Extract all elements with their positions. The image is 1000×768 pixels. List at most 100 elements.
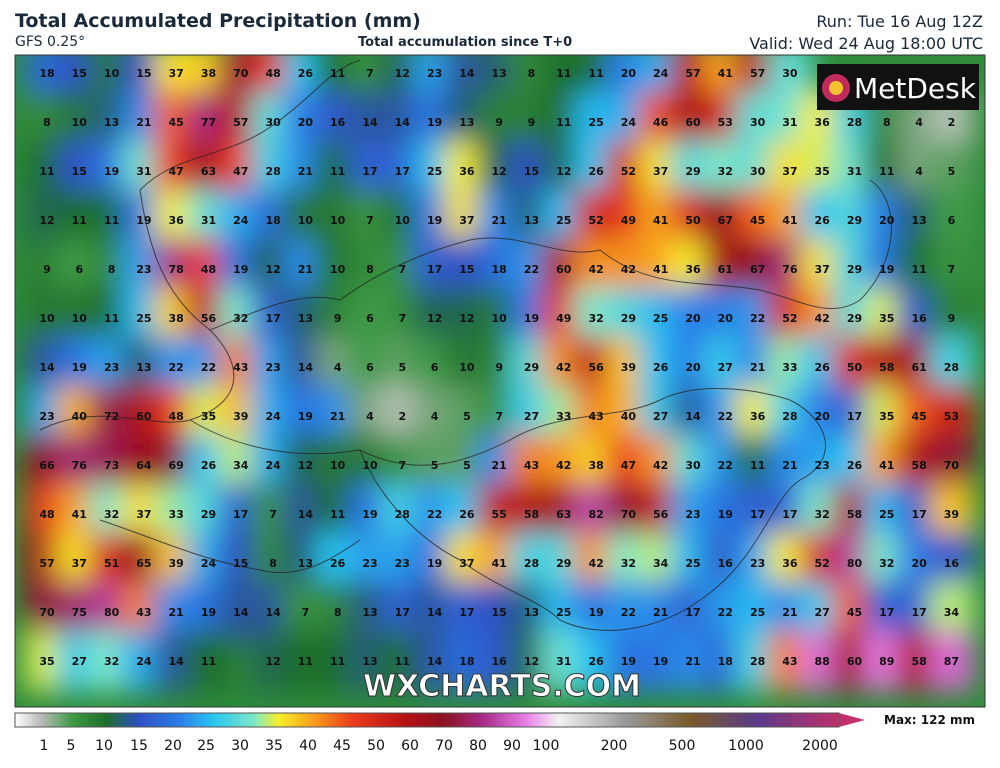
grid-value: 11 (556, 67, 571, 80)
precip-cell (573, 581, 619, 643)
precip-cell (799, 532, 845, 594)
grid-value: 21 (330, 410, 345, 423)
precip-cell (315, 336, 360, 398)
grid-value: 87 (944, 655, 959, 668)
precip-cell (703, 434, 748, 496)
grid-value: 5 (398, 361, 406, 374)
precip-cell (476, 581, 522, 643)
precip-cell (476, 385, 522, 447)
precip-cell (799, 336, 845, 398)
precip-cell (57, 238, 102, 300)
grid-value: 17 (459, 606, 474, 619)
precip-cell (153, 336, 199, 398)
precip-cell (24, 91, 70, 153)
precip-cell (186, 189, 231, 251)
grid-value: 8 (528, 67, 536, 80)
grid-value: 80 (104, 606, 120, 619)
grid-value: 5 (463, 410, 471, 423)
precip-cell (250, 581, 296, 643)
precip-cell (283, 140, 328, 202)
precip-cell (573, 532, 619, 594)
precip-cell (735, 238, 780, 300)
grid-value: 29 (201, 508, 216, 521)
grid-value: 4 (366, 410, 374, 423)
grid-value: 14 (265, 606, 281, 619)
grid-value: 4 (334, 361, 342, 374)
logo-box (817, 64, 979, 110)
precip-cell (638, 630, 683, 692)
grid-value: 19 (524, 312, 539, 325)
precip-cell (57, 630, 102, 692)
border (139, 59, 361, 191)
precip-cell (121, 483, 167, 545)
grid-value: 15 (72, 67, 87, 80)
grid-value: 14 (39, 361, 55, 374)
grid-value: 4 (915, 116, 923, 129)
grid-value: 58 (847, 508, 862, 521)
precip-cell (606, 189, 651, 251)
precip-cell (832, 287, 877, 349)
precip-cell (89, 532, 134, 594)
precip-cell (735, 189, 780, 251)
grid-value: 19 (653, 655, 668, 668)
grid-value: 11 (879, 165, 894, 178)
precip-cell (315, 238, 360, 300)
grid-value: 47 (621, 459, 636, 472)
grid-value: 14 (395, 116, 411, 129)
grid-value: 11 (104, 214, 119, 227)
precip-cell (606, 581, 651, 643)
grid-value: 19 (72, 361, 87, 374)
grid-value: 19 (104, 165, 119, 178)
precip-cell (767, 532, 813, 594)
precip-cell (509, 140, 554, 202)
colorbar-arrow (839, 713, 865, 727)
logo-icon (822, 74, 850, 102)
grid-value: 29 (556, 557, 571, 570)
precip-cell (541, 630, 587, 692)
colorbar-tick-label: 40 (299, 738, 317, 754)
grid-value: 7 (366, 67, 374, 80)
precip-cell (380, 630, 425, 692)
precip-cell (670, 630, 716, 692)
grid-value: 60 (556, 263, 572, 276)
precip-cell (832, 336, 877, 398)
precip-cell (541, 55, 587, 104)
precip-cell (347, 140, 393, 202)
grid-value: 11 (395, 655, 410, 668)
precip-cell (412, 55, 457, 104)
precip-cell (218, 140, 264, 202)
precip-cell (250, 287, 296, 349)
precip-cell (89, 336, 134, 398)
grid-value: 48 (169, 410, 184, 423)
precip-cell (735, 532, 780, 594)
precip-cell (218, 385, 264, 447)
grid-value: 18 (39, 67, 54, 80)
grid-value: 28 (847, 116, 862, 129)
grid-value: 14 (685, 410, 701, 423)
grid-value: 36 (459, 165, 475, 178)
precip-cell (476, 336, 522, 398)
precip-cell (153, 532, 199, 594)
precip-cell (864, 532, 910, 594)
grid-value: 51 (104, 557, 119, 570)
grid-value: 76 (782, 263, 798, 276)
grid-value: 16 (944, 557, 960, 570)
precip-cell (670, 434, 716, 496)
precip-cell (380, 189, 425, 251)
grid-value: 7 (398, 312, 406, 325)
grid-value: 19 (136, 214, 151, 227)
precip-cell (57, 55, 102, 104)
precip-cell (832, 238, 877, 300)
grid-value: 41 (782, 214, 797, 227)
grid-value: 28 (782, 410, 797, 423)
precip-cell (541, 238, 587, 300)
precip-cell (347, 336, 393, 398)
grid-value: 22 (718, 606, 733, 619)
precip-cell (509, 55, 554, 104)
grid-value: 70 (39, 606, 55, 619)
grid-value: 21 (685, 655, 700, 668)
grid-value: 15 (524, 165, 539, 178)
precip-cell (541, 287, 587, 349)
precip-cell (218, 55, 264, 104)
grid-value: 14 (362, 116, 378, 129)
